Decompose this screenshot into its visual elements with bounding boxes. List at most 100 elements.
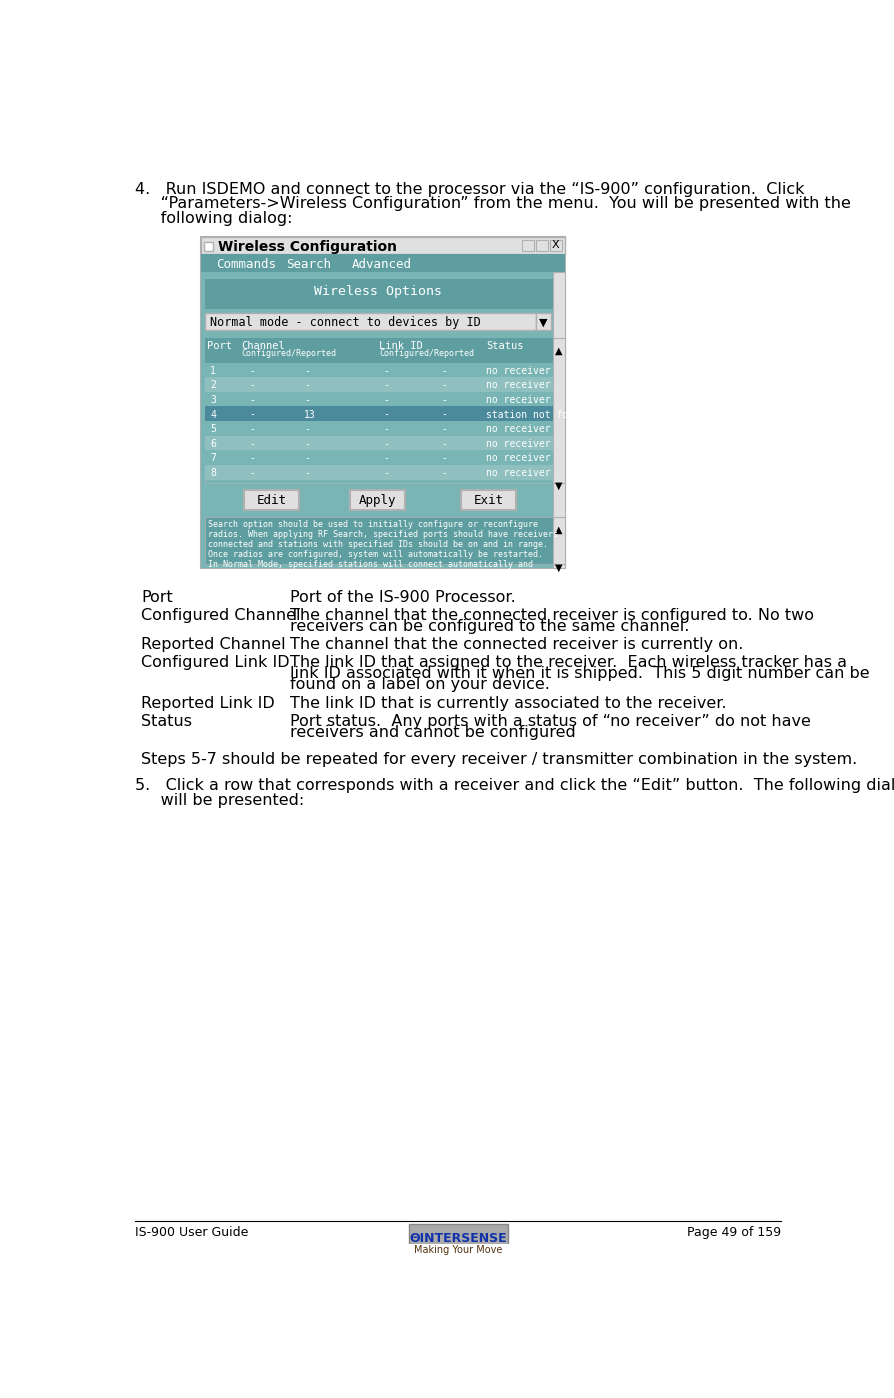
Bar	[205, 517, 552, 565]
Text: -: -	[249, 468, 255, 478]
Text: no receiver: no receiver	[486, 380, 551, 390]
Text: ▲: ▲	[555, 524, 562, 534]
Bar	[205, 377, 552, 391]
Bar	[243, 491, 299, 510]
Text: Port: Port	[207, 341, 232, 351]
Text: ▲: ▲	[555, 345, 562, 355]
Text: ▼: ▼	[539, 317, 548, 329]
Bar	[201, 273, 565, 568]
Text: The channel that the connected receiver is currently on.: The channel that the connected receiver …	[290, 637, 744, 651]
Text: no receiver: no receiver	[486, 366, 551, 376]
Text: no receiver: no receiver	[486, 424, 551, 435]
Bar	[205, 313, 536, 330]
Text: -: -	[383, 439, 389, 449]
Text: -: -	[249, 380, 255, 390]
Text: Making Your Move: Making Your Move	[414, 1246, 502, 1255]
Bar	[205, 278, 552, 309]
Bar	[205, 421, 552, 436]
Text: 5.   Click a row that corresponds with a receiver and click the “Edit” button.  : 5. Click a row that corresponds with a r…	[135, 779, 894, 794]
Text: Edit: Edit	[257, 495, 286, 507]
Text: -: -	[304, 468, 310, 478]
Text: 4: 4	[210, 410, 216, 419]
Text: 13: 13	[304, 410, 316, 419]
Text: Channel: Channel	[241, 341, 285, 351]
Text: -: -	[304, 424, 310, 435]
Bar	[552, 273, 565, 568]
Text: 5: 5	[210, 424, 216, 435]
Bar	[536, 240, 548, 250]
Text: no receiver: no receiver	[486, 468, 551, 478]
Text: ▼: ▼	[555, 563, 562, 573]
Text: Configured/Reported: Configured/Reported	[379, 350, 474, 358]
Bar	[550, 240, 562, 250]
Text: receivers can be configured to the same channel.: receivers can be configured to the same …	[290, 619, 689, 633]
Text: -: -	[441, 439, 447, 449]
Text: -: -	[249, 394, 255, 405]
Bar	[204, 242, 214, 250]
Text: -: -	[383, 366, 389, 376]
Text: -: -	[304, 394, 310, 405]
Text: 2: 2	[210, 380, 216, 390]
Text: -: -	[441, 468, 447, 478]
Text: Port: Port	[141, 590, 173, 605]
Text: 4.   Run ISDEMO and connect to the processor via the “IS-900” configuration.  Cl: 4. Run ISDEMO and connect to the process…	[135, 182, 805, 197]
Text: 6: 6	[210, 439, 216, 449]
Bar	[205, 362, 552, 377]
Bar	[201, 238, 565, 568]
Text: -: -	[249, 410, 255, 419]
Text: X: X	[552, 240, 560, 250]
Text: Wireless Configuration: Wireless Configuration	[218, 240, 397, 254]
Text: -: -	[383, 468, 389, 478]
Text: Advanced: Advanced	[352, 257, 412, 271]
Bar	[205, 338, 552, 362]
Text: receivers and cannot be configured: receivers and cannot be configured	[290, 724, 576, 740]
Text: -: -	[441, 366, 447, 376]
Text: radios. When applying RF Search, specified ports should have receivers: radios. When applying RF Search, specifi…	[207, 530, 558, 538]
Text: Normal mode - connect to devices by ID: Normal mode - connect to devices by ID	[210, 316, 481, 330]
Text: -: -	[441, 424, 447, 435]
Text: -: -	[249, 439, 255, 449]
Bar	[522, 240, 534, 250]
Text: Status: Status	[486, 341, 524, 351]
Text: “Parameters->Wireless Configuration” from the menu.  You will be presented with : “Parameters->Wireless Configuration” fro…	[135, 196, 851, 211]
Text: do not have to be on and in range during initialization. Anonymous: do not have to be on and in range during…	[207, 570, 538, 579]
Text: -: -	[441, 380, 447, 390]
Text: 3: 3	[210, 394, 216, 405]
Text: connected and stations with specified IDs should be on and in range.: connected and stations with specified ID…	[207, 540, 548, 548]
Text: ΘINTERSENSE: ΘINTERSENSE	[409, 1232, 507, 1244]
Text: Once radios are configured, system will automatically be restarted.: Once radios are configured, system will …	[207, 549, 543, 559]
Text: Search: Search	[286, 257, 331, 271]
Text: 1: 1	[210, 366, 216, 376]
Text: 8: 8	[210, 468, 216, 478]
Text: Steps 5-7 should be repeated for every receiver / transmitter combination in the: Steps 5-7 should be repeated for every r…	[141, 752, 857, 768]
Text: mode is similar to Normal mode except that stations are connected: mode is similar to Normal mode except th…	[207, 580, 533, 589]
Text: Configured Channel: Configured Channel	[141, 608, 300, 624]
Text: Configured Link ID: Configured Link ID	[141, 656, 290, 670]
Text: Reported Link ID: Reported Link ID	[141, 696, 275, 710]
Text: no receiver: no receiver	[486, 439, 551, 449]
Text: -: -	[304, 453, 310, 463]
Bar	[201, 238, 565, 254]
Bar	[205, 391, 552, 407]
Text: -: -	[249, 453, 255, 463]
Text: -: -	[441, 453, 447, 463]
Text: -: -	[383, 453, 389, 463]
Text: -: -	[249, 366, 255, 376]
Bar	[205, 338, 552, 482]
Text: -: -	[249, 424, 255, 435]
Text: Commands: Commands	[216, 257, 276, 271]
Text: The link ID that assigned to the receiver.  Each wireless tracker has a: The link ID that assigned to the receive…	[290, 656, 847, 670]
Text: -: -	[304, 439, 310, 449]
Text: station not found: station not found	[486, 410, 586, 419]
Text: Port status.  Any ports with a status of “no receiver” do not have: Port status. Any ports with a status of …	[290, 714, 811, 728]
Bar	[409, 1225, 508, 1258]
Text: will be presented:: will be presented:	[135, 793, 304, 808]
Text: Search option should be used to initially configure or reconfigure: Search option should be used to initiall…	[207, 520, 538, 528]
Text: The channel that the connected receiver is configured to. No two: The channel that the connected receiver …	[290, 608, 814, 624]
Text: In Normal Mode, specified stations will connect automatically and: In Normal Mode, specified stations will …	[207, 559, 533, 569]
Bar	[205, 407, 552, 421]
Text: -: -	[383, 424, 389, 435]
Text: 7: 7	[210, 453, 216, 463]
Text: -: -	[441, 410, 447, 419]
Text: found on a label on your device.: found on a label on your device.	[290, 678, 550, 692]
